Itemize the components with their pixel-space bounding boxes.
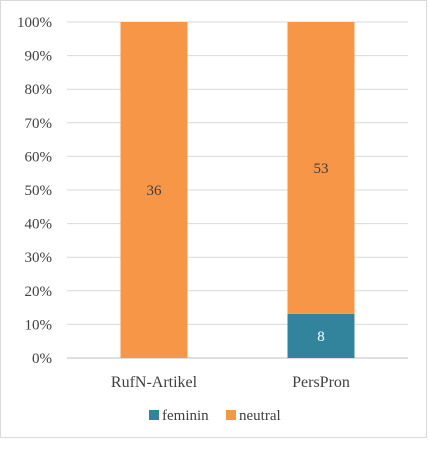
data-label: 36: [147, 183, 163, 199]
y-tick-label: 20%: [25, 284, 53, 300]
y-tick-label: 10%: [25, 317, 53, 333]
x-category-label: PersPron: [292, 374, 350, 391]
y-tick-label: 50%: [25, 183, 53, 199]
legend-swatch-neutral: [226, 410, 236, 420]
data-label: 53: [314, 161, 329, 177]
y-tick-label: 30%: [25, 250, 53, 266]
bar-feminin-perspron: [287, 313, 355, 358]
y-tick-label: 80%: [25, 82, 53, 98]
bars: 36 8 53: [120, 22, 355, 358]
y-tick-label: 70%: [25, 116, 53, 132]
chart-frame: 0% 10% 20% 30% 40% 50% 60% 70% 80% 90% 100% 36 8 53 …: [0, 0, 427, 438]
x-axis-categories: RufN-Artikel PersPron: [111, 374, 350, 391]
legend-label-neutral: neutral: [239, 408, 281, 424]
stacked-bar-chart: 0%10%20%30%40%50%60%70%80%90%100% 36853 …: [17, 15, 408, 424]
legend: feminin neutral: [149, 408, 281, 424]
y-tick-label: 100%: [17, 15, 52, 31]
bar-neutral-rufn-artikel: [120, 22, 188, 358]
data-label: 8: [317, 329, 325, 345]
y-axis-ticks: 0% 10% 20% 30% 40% 50% 60% 70% 80% 90% 100%: [17, 15, 52, 367]
y-tick-label: 90%: [25, 49, 53, 65]
gridlines: [67, 21, 408, 359]
legend-swatch-feminin: [149, 410, 159, 420]
x-category-label: RufN-Artikel: [111, 374, 198, 391]
legend-label-feminin: feminin: [162, 408, 209, 424]
y-tick-label: 0%: [32, 351, 52, 367]
bar-neutral-perspron: [287, 22, 355, 314]
y-tick-label: 40%: [25, 217, 53, 233]
y-tick-label: 60%: [25, 149, 53, 165]
